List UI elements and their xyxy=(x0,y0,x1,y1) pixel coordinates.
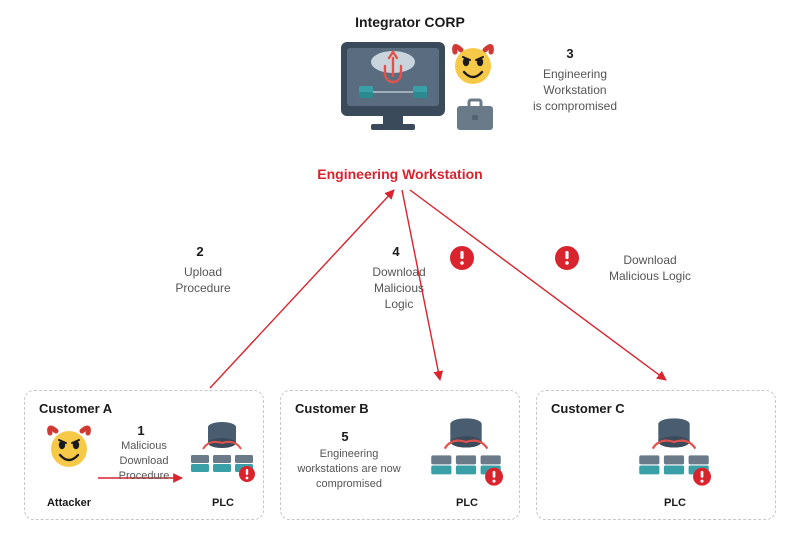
step-5-text: Engineering workstations are now comprom… xyxy=(293,447,405,492)
customer-a-title: Customer A xyxy=(39,401,112,416)
plc-c-label: PLC xyxy=(653,497,697,509)
workstation-icon xyxy=(335,36,535,156)
step-4-text: Download Malicious Logic xyxy=(356,264,442,313)
customer-b-title: Customer B xyxy=(295,401,369,416)
plc-b-label: PLC xyxy=(445,497,489,509)
step-1-text: Malicious Download Procedure xyxy=(109,439,179,484)
attacker-label: Attacker xyxy=(39,497,99,509)
integrator-title: Integrator CORP xyxy=(300,14,520,30)
step-4b-text: Download Malicious Logic xyxy=(590,252,710,284)
customer-c-title: Customer C xyxy=(551,401,625,416)
workstation-group xyxy=(335,36,535,156)
customer-c-box: Customer C PLC xyxy=(536,390,776,520)
step-2-num: 2 xyxy=(180,244,220,259)
step-5-num: 5 xyxy=(325,429,365,444)
customer-a-box: Customer A Attacker 1 Malicious Download… xyxy=(24,390,264,520)
plc-b-icon xyxy=(429,415,503,489)
step-3-text: Engineering Workstation is compromised xyxy=(520,66,630,115)
engineering-workstation-label: Engineering Workstation xyxy=(280,166,520,182)
customer-b-box: Customer B 5 Engineering workstations ar… xyxy=(280,390,520,520)
step-3-num: 3 xyxy=(540,46,600,61)
plc-a-icon xyxy=(189,419,255,485)
step-2-text: Upload Procedure xyxy=(158,264,248,296)
plc-c-icon xyxy=(637,415,711,489)
step-1-num: 1 xyxy=(121,423,161,438)
step-4-num: 4 xyxy=(376,244,416,259)
attacker-devil-icon xyxy=(47,425,91,469)
plc-a-label: PLC xyxy=(201,497,245,509)
